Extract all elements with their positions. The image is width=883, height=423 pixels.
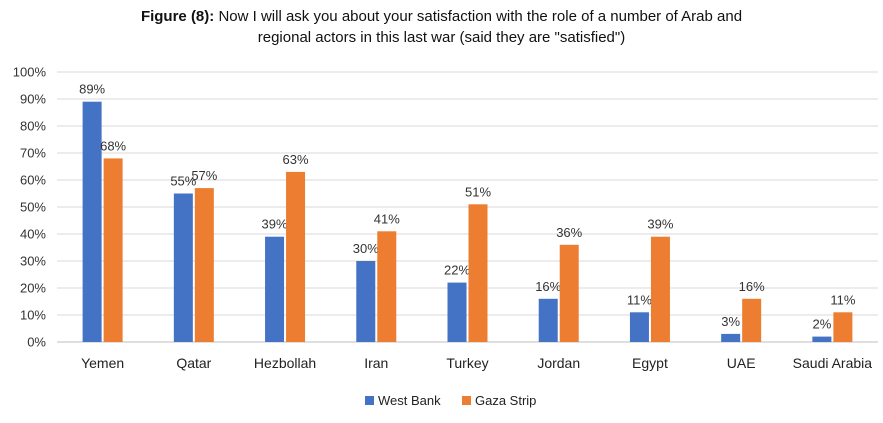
chart-title-text-1: Now I will ask you about your satisfacti… bbox=[214, 8, 743, 25]
data-label: 11% bbox=[627, 292, 652, 307]
bar bbox=[286, 171, 306, 342]
bar bbox=[82, 101, 102, 342]
y-tick-label: 30% bbox=[20, 254, 46, 269]
bar bbox=[812, 336, 832, 342]
bar bbox=[468, 204, 488, 342]
bar bbox=[559, 244, 579, 342]
legend-label: West Bank bbox=[378, 393, 441, 408]
y-tick-label: 100% bbox=[13, 65, 47, 80]
bar bbox=[629, 312, 649, 342]
x-category-label: Turkey bbox=[446, 355, 488, 371]
x-category-label: Yemen bbox=[81, 355, 124, 371]
y-tick-label: 40% bbox=[20, 227, 46, 242]
data-label: 2% bbox=[812, 317, 831, 332]
chart-title-line-1: Figure (8): Now I will ask you about you… bbox=[0, 6, 883, 27]
bar bbox=[538, 298, 558, 342]
x-category-label: Iran bbox=[364, 355, 388, 371]
bar bbox=[742, 298, 762, 342]
data-label: 55% bbox=[170, 174, 196, 189]
x-category-label: Jordan bbox=[537, 355, 580, 371]
y-tick-label: 50% bbox=[20, 200, 46, 215]
data-label: 51% bbox=[465, 184, 491, 199]
bar bbox=[833, 312, 853, 342]
bar bbox=[194, 188, 214, 342]
data-label: 36% bbox=[556, 225, 582, 240]
data-label: 57% bbox=[191, 168, 217, 183]
data-label: 30% bbox=[353, 241, 379, 256]
data-label: 22% bbox=[444, 263, 470, 278]
y-tick-label: 60% bbox=[20, 173, 46, 188]
y-tick-label: 0% bbox=[27, 335, 46, 350]
data-label: 63% bbox=[283, 152, 309, 167]
bar bbox=[173, 193, 193, 342]
x-category-label: Hezbollah bbox=[254, 355, 316, 371]
data-label: 11% bbox=[830, 292, 855, 307]
y-tick-label: 80% bbox=[20, 119, 46, 134]
x-category-label: UAE bbox=[727, 355, 756, 371]
y-tick-label: 20% bbox=[20, 281, 46, 296]
bar bbox=[377, 231, 397, 342]
data-label: 39% bbox=[262, 217, 288, 232]
x-category-label: Qatar bbox=[176, 355, 211, 371]
bar bbox=[103, 158, 123, 342]
data-label: 16% bbox=[535, 279, 561, 294]
chart-title-line-2: regional actors in this last war (said t… bbox=[257, 29, 626, 46]
data-label: 39% bbox=[647, 217, 673, 232]
y-tick-label: 90% bbox=[20, 92, 46, 107]
y-tick-label: 10% bbox=[20, 308, 46, 323]
bar bbox=[356, 261, 376, 342]
bar bbox=[650, 236, 670, 342]
data-label: 41% bbox=[374, 211, 400, 226]
y-tick-label: 70% bbox=[20, 146, 46, 161]
bar bbox=[721, 333, 741, 342]
figure-number: Figure (8): bbox=[140, 8, 215, 25]
legend-swatch bbox=[365, 396, 374, 405]
data-label: 16% bbox=[739, 279, 765, 294]
data-label: 3% bbox=[721, 314, 740, 329]
legend-label: Gaza Strip bbox=[475, 393, 536, 408]
x-category-label: Egypt bbox=[632, 355, 668, 371]
legend-swatch bbox=[462, 396, 471, 405]
x-category-label: Saudi Arabia bbox=[793, 355, 873, 371]
data-label: 68% bbox=[100, 138, 126, 153]
data-label: 89% bbox=[79, 82, 105, 97]
bar bbox=[447, 282, 467, 342]
chart-title: Figure (8): Now I will ask you about you… bbox=[0, 6, 883, 48]
bar bbox=[265, 236, 285, 342]
